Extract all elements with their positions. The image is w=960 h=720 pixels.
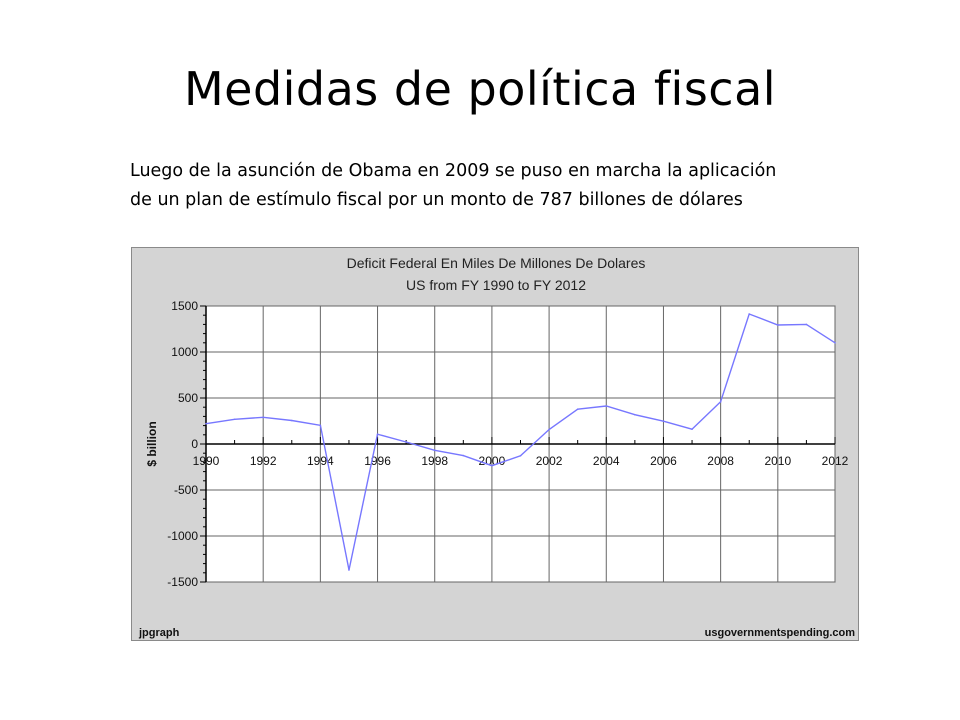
x-tick-label: 2006 (650, 454, 677, 468)
y-tick-label: -1500 (167, 575, 198, 589)
x-tick-label: 2004 (593, 454, 620, 468)
data-point (319, 424, 322, 427)
data-point (719, 400, 722, 403)
y-tick-label: 500 (178, 391, 198, 405)
x-tick-label: 1990 (193, 454, 220, 468)
x-tick-label: 1994 (307, 454, 334, 468)
x-tick-label: 2010 (764, 454, 791, 468)
y-tick-label: 1000 (171, 345, 198, 359)
data-point (491, 464, 493, 467)
data-point (576, 408, 579, 411)
data-point (262, 416, 264, 419)
footer-left: jpgraph (138, 627, 180, 639)
chart-title: Deficit Federal En Miles De Millones De … (347, 255, 646, 271)
data-point (405, 441, 407, 443)
y-tick-label: -1000 (167, 529, 198, 543)
data-point (462, 454, 465, 457)
data-point (777, 324, 779, 326)
data-point (662, 420, 665, 422)
description-line-1: Luego de la asunción de Obama en 2009 se… (130, 161, 777, 181)
deficit-chart-svg: Deficit Federal En Miles De Millones De … (138, 255, 856, 639)
data-point (834, 342, 836, 344)
x-tick-label: 1998 (421, 454, 448, 468)
slide-title: Medidas de política fiscal (183, 62, 777, 116)
data-point (205, 422, 207, 425)
data-point (634, 413, 636, 416)
x-tick-label: 2000 (479, 454, 506, 468)
data-point (376, 433, 379, 435)
data-point (290, 419, 293, 422)
data-point (805, 323, 808, 326)
deficit-chart: Deficit Federal En Miles De Millones De … (131, 247, 859, 641)
series-layer (205, 313, 836, 571)
slide-description: Luego de la asunción de Obama en 2009 se… (130, 157, 870, 215)
data-point (548, 428, 550, 431)
footer-right: usgovernmentspending.com (705, 627, 856, 639)
x-tick-label: 1996 (364, 454, 391, 468)
y-axis-label: $ billion (145, 421, 159, 466)
y-tick-label: -500 (174, 483, 198, 497)
chart-subtitle: US from FY 1990 to FY 2012 (406, 277, 586, 293)
data-point (348, 569, 350, 571)
data-point (748, 313, 751, 315)
x-tick-label: 2002 (536, 454, 563, 468)
data-point (519, 454, 522, 457)
y-tick-label: 0 (191, 437, 198, 451)
x-tick-label: 2012 (822, 454, 849, 468)
data-point (605, 405, 608, 407)
x-tick-label: 1992 (250, 454, 277, 468)
x-tick-label: 2008 (707, 454, 734, 468)
data-point (233, 418, 236, 421)
data-point (691, 428, 693, 430)
data-point (433, 449, 436, 452)
y-tick-label: 1500 (171, 299, 198, 313)
description-line-2: de un plan de estímulo fiscal por un mon… (130, 190, 743, 210)
axes: 1500 1000 500 0 -500 -1000 -1500 1990 1992 1994 19… (167, 299, 848, 589)
